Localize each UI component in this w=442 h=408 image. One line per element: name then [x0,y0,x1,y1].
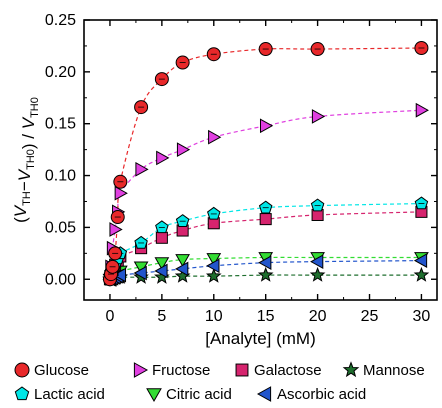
legend-item-fructose: Fructose [133,362,210,379]
data-point [310,254,324,269]
y-tick-label: 0.05 [45,219,76,236]
y-tick-label: 0.10 [45,168,76,185]
data-point [155,231,168,244]
data-point [414,196,429,210]
legend-marker [235,363,249,377]
data-point [415,102,429,118]
plot-area [102,41,430,287]
data-point [413,253,428,268]
legend-label: Fructose [152,362,210,379]
legend-marker [342,361,360,378]
legend-label: Galactose [254,362,322,379]
legend-label: Mannose [363,362,425,379]
legend-marker [14,386,30,401]
x-tick-label: 25 [361,308,379,325]
legend-marker [256,386,272,402]
data-point [205,267,222,283]
legend-label: Ascorbic acid [277,386,366,403]
y-tick-label: 0.20 [45,64,76,81]
data-point [134,235,148,249]
y-label-subscript: TH0 [29,97,41,118]
y-tick-label: 0.00 [45,271,76,288]
data-point [259,118,274,134]
plot-frame [83,19,438,301]
legend-item-mannose: Mannose [342,361,425,379]
x-axis-label: [Analyte] (mM) [205,329,316,348]
data-point [155,220,169,234]
x-tick-label: 10 [205,308,223,325]
data-point [175,254,190,268]
data-point [133,265,147,281]
x-tick-label: 30 [413,308,431,325]
data-point [154,263,168,279]
legend-label: Glucose [34,362,89,379]
series-glucose [102,41,429,287]
data-point [175,214,190,227]
data-point [176,142,191,157]
data-point [207,206,221,220]
data-point [154,257,170,271]
data-point [156,150,170,166]
x-tick-label: 20 [309,308,327,325]
legend: Glucose Fructose Galactose Mannose Lactic ac… [14,361,425,403]
data-point [413,266,430,282]
data-point [206,258,220,274]
legend-item-ascorbic-acid: Ascorbic acid [256,386,366,403]
legend-marker [146,388,162,403]
legend-label: Lactic acid [34,386,105,403]
data-point [309,266,326,282]
data-point [114,185,128,201]
y-tick-label: 0.15 [45,116,76,133]
y-label-variable: V [19,116,38,129]
y-label-subscript: TH0 [25,149,37,170]
y-label-variable: V [11,204,30,217]
legend-item-galactose: Galactose [235,362,322,379]
series-mannose [102,266,430,286]
y-label-text: − [15,181,34,191]
legend-item-citric-acid: Citric acid [146,386,232,403]
x-tick-label: 0 [106,308,115,325]
data-point [206,253,222,267]
y-label-text: ) / [19,129,38,149]
legend-marker [133,362,149,378]
y-label-variable: V [15,168,34,181]
legend-item-glucose: Glucose [14,362,89,379]
data-point [311,109,326,124]
y-axis-label: (VTH−VTH0) / VTH0 [11,97,41,223]
data-point [257,266,274,282]
axes: 0 5 10 15 20 25 30 0.00 0.05 0.10 0.15 0.20 0.25 [45,12,438,325]
data-point [258,255,272,271]
y-tick-label: 0.25 [45,12,76,29]
y-label-subscript: TH [21,191,33,206]
legend-item-lactic-acid: Lactic acid [14,386,105,403]
data-point [175,261,189,277]
data-point [208,129,222,145]
x-tick-label: 15 [257,308,275,325]
data-point [112,267,127,283]
data-point [258,200,273,214]
legend-label: Citric acid [166,386,232,403]
x-tick-label: 5 [157,308,166,325]
data-point [310,198,325,212]
data-point [259,213,272,226]
legend-marker [14,362,30,378]
data-point [109,222,123,237]
y-label-text: ( [11,217,30,223]
data-point [135,161,149,177]
